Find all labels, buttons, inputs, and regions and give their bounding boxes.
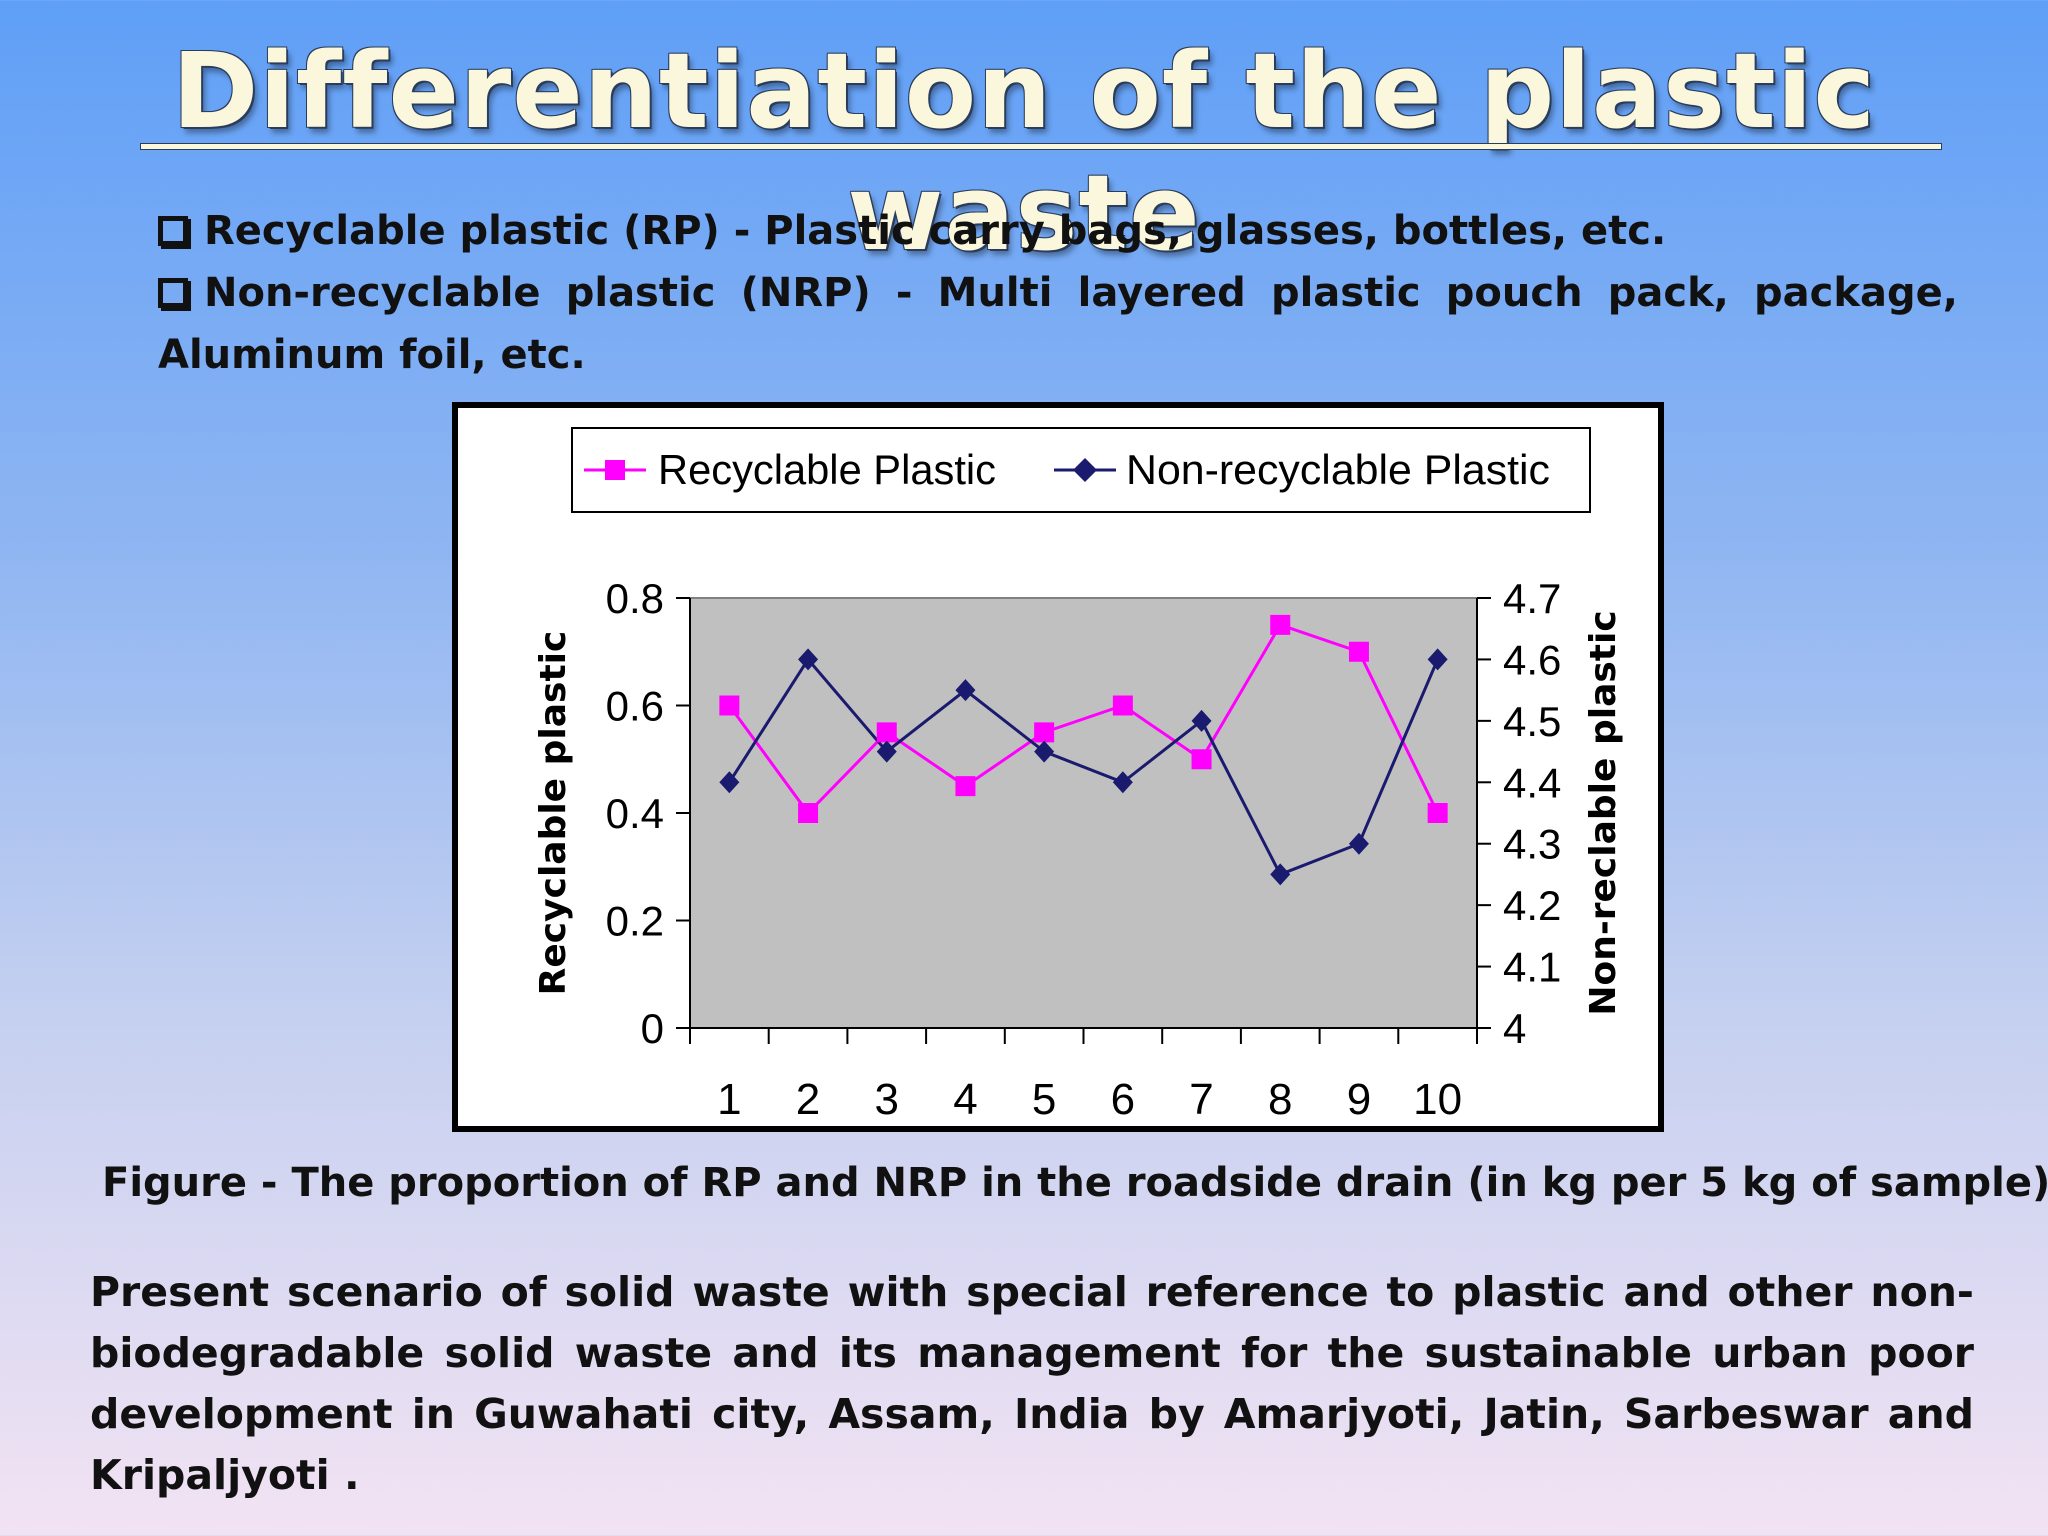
- y2-tick-label: 4.3: [1503, 821, 1561, 868]
- bullet-text: Recyclable plastic (RP) - Plastic carry …: [204, 208, 1667, 254]
- y2-tick-label: 4.1: [1503, 944, 1561, 991]
- nrp-point-marker: [1112, 771, 1133, 794]
- citation-paragraph: Present scenario of solid waste with special re…: [90, 1262, 1974, 1506]
- x-tick-label: 4: [953, 1075, 977, 1124]
- rp-point-marker: [1034, 722, 1055, 743]
- bullet-continuation: Aluminum foil, etc.: [158, 332, 586, 378]
- x-tick-label: 2: [796, 1075, 820, 1124]
- nrp-point-marker: [1191, 709, 1212, 732]
- nrp-point-marker: [876, 740, 897, 763]
- axes: 0 0.2 0.4 0.6 0.8 4 4.1 4.2 4.3 4.4 4.5 4.6 4.7 1 2 3 4 5…: [606, 575, 1562, 1124]
- citation-line: Kripaljyoti .: [90, 1451, 360, 1499]
- checkbox-bullet-icon: [158, 216, 188, 246]
- nrp-point-marker: [798, 648, 819, 671]
- plot-area: [689, 597, 1478, 1029]
- bullet-item-rp: Recyclable plastic (RP) - Plastic carry …: [158, 200, 1958, 262]
- legend-square-marker-icon: [605, 460, 625, 480]
- rp-point-marker: [876, 722, 897, 743]
- x-tick-label: 7: [1189, 1075, 1213, 1124]
- legend-label-rp: Recyclable Plastic: [658, 446, 996, 493]
- x-tick-label: 3: [875, 1075, 899, 1124]
- y-tick-label: 0.2: [606, 898, 664, 945]
- rp-point-marker: [955, 776, 976, 797]
- x-tick-label: 1: [717, 1075, 741, 1124]
- rp-point-marker: [1270, 614, 1291, 635]
- citation-line: development in Guwahati city, Assam, India by A…: [90, 1390, 1974, 1438]
- rp-point-marker: [1112, 695, 1133, 716]
- chart-frame: Recyclable Plastic Non-recyclable Plasti…: [452, 402, 1664, 1132]
- rp-point-marker: [1348, 641, 1369, 662]
- legend-label-nrp: Non-recyclable Plastic: [1126, 446, 1550, 493]
- legend-diamond-marker-icon: [1073, 458, 1097, 482]
- legend-box: [571, 427, 1591, 513]
- title-underline: [140, 143, 1942, 150]
- nrp-point-marker: [1427, 648, 1448, 671]
- y2-tick-label: 4: [1503, 1005, 1526, 1052]
- y2-tick-label: 4.4: [1503, 759, 1561, 806]
- bullet-text: Non-recyclable plastic (NRP) - Multi layered p…: [204, 270, 1958, 316]
- citation-line: Present scenario of solid waste with special re…: [90, 1268, 1974, 1316]
- bullet-item-nrp: Non-recyclable plastic (NRP) - Multi layered p…: [158, 262, 1958, 324]
- y-axis-label: Recyclable plastic: [533, 631, 574, 996]
- y-tick-label: 0.8: [606, 575, 664, 622]
- nrp-point-marker: [1348, 832, 1369, 855]
- x-tick-label: 5: [1032, 1075, 1056, 1124]
- nrp-point-marker: [719, 771, 740, 794]
- y2-axis-label: Non-reclable plastic: [1583, 610, 1624, 1015]
- x-tick-label: 6: [1111, 1075, 1135, 1124]
- y-tick-label: 0: [641, 1005, 664, 1052]
- y-tick-label: 0.6: [606, 683, 664, 730]
- x-tick-label: 10: [1413, 1075, 1462, 1124]
- rp-point-marker: [798, 803, 819, 823]
- x-tick-label: 9: [1347, 1075, 1371, 1124]
- nrp-point-marker: [1034, 740, 1055, 763]
- bullet-list: Recyclable plastic (RP) - Plastic carry …: [158, 200, 1958, 386]
- chart-legend: Recyclable Plastic Non-recyclable Plasti…: [571, 427, 1591, 513]
- nrp-point-marker: [955, 679, 976, 702]
- series-line-nrp: [728, 656, 1440, 877]
- citation-line: biodegradable solid waste and its management f…: [90, 1329, 1974, 1377]
- checkbox-bullet-icon: [158, 278, 188, 308]
- nrp-point-marker: [1270, 863, 1291, 886]
- y2-tick-label: 4.6: [1503, 636, 1561, 683]
- figure-caption: Figure - The proportion of RP and NRP in…: [102, 1160, 2048, 1206]
- series-line-rp: [728, 623, 1439, 816]
- y2-tick-label: 4.2: [1503, 882, 1561, 929]
- y2-tick-label: 4.5: [1503, 698, 1561, 745]
- slide-title: Differentiation of the plastic waste: [171, 30, 1877, 274]
- y-tick-label: 0.4: [606, 790, 664, 837]
- y2-tick-label: 4.7: [1503, 575, 1561, 622]
- rp-point-marker: [719, 695, 740, 716]
- rp-point-marker: [1427, 803, 1448, 823]
- series-markers: [719, 614, 1448, 886]
- dual-axis-line-chart: Recyclable Plastic Non-recyclable Plasti…: [533, 427, 1624, 1124]
- rp-point-marker: [1191, 749, 1212, 770]
- series-lines: [728, 623, 1440, 877]
- x-tick-label: 8: [1268, 1075, 1292, 1124]
